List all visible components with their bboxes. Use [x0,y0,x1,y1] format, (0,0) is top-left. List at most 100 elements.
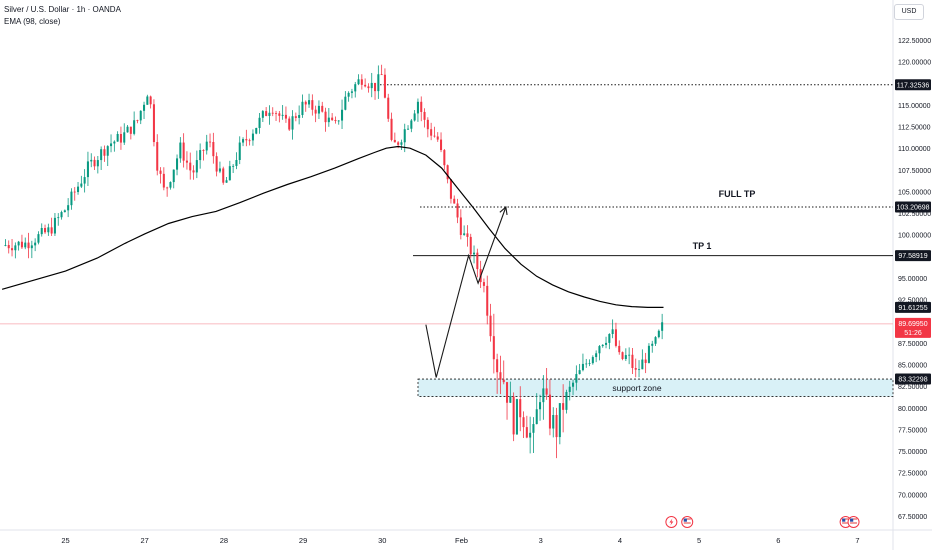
candle-up [624,355,627,360]
price-label-value: 89.69950 [898,321,927,328]
price-level-label: 103.20698 [895,201,931,213]
support-zone-box[interactable] [417,378,894,397]
price-level-label: 97.58919 [895,250,931,262]
candle-up [628,354,631,356]
candle-up [268,112,271,116]
candle-down [222,168,225,183]
candle-down [456,203,459,218]
projection-path[interactable] [425,206,507,378]
y-tick-label: 67.50000 [898,514,927,521]
countdown-label: 51:26 [904,330,922,337]
candle-up [641,359,644,370]
candle-down [476,252,479,270]
current-price-label: 89.69950 51:26 [895,317,931,338]
candle-up [232,165,235,167]
indicator-label[interactable]: EMA (98, close) [4,17,61,26]
y-tick-label: 102.50000 [898,211,931,218]
x-axis[interactable]: 2527282930Feb345678 [61,536,932,545]
candle-up [70,191,73,206]
candle-up [347,92,350,97]
candle-up [179,142,182,159]
candle-up [126,126,129,133]
candle-up [572,382,575,387]
candle-up [661,322,664,331]
candle-down [380,74,383,76]
ema-line[interactable] [1,145,664,308]
candle-down [152,104,155,143]
candle-up [585,363,588,365]
candle-up [238,142,241,160]
candles [4,64,664,459]
candle-up [591,357,594,364]
candle-up [195,160,198,173]
price-label-bg [895,201,931,213]
candle-up [529,432,532,438]
candle-down [275,113,278,115]
candle-up [291,116,294,130]
candle-down [634,367,637,370]
candle-down [466,233,469,237]
candle-down [545,388,548,395]
candle-up [218,168,221,172]
candle-up [611,329,614,335]
candle-up [169,182,172,188]
candle-up [357,79,360,85]
candle-down [449,179,452,199]
candle-down [314,109,317,114]
candle-up [301,101,304,116]
candle-down [288,118,291,130]
full-tp-label: FULL TP [719,189,756,199]
us-flag-event-icon[interactable] [847,516,860,528]
candle-up [344,96,347,110]
candle-down [192,170,195,173]
candle-up [146,96,149,105]
candle-up [57,217,60,219]
candle-down [631,354,634,368]
y-tick-label: 120.00000 [898,60,931,67]
candle-up [17,241,20,246]
candle-down [433,135,436,137]
candle-down [182,142,185,161]
candle-up [539,402,542,410]
candle-up [60,212,63,218]
candle-down [44,228,47,233]
candle-down [506,382,509,403]
candle-up [47,227,50,233]
candle-down [7,245,10,249]
price-label-bg [895,250,931,262]
price-label-bg [895,79,931,91]
x-tick-label: 28 [220,536,228,545]
candle-up [34,242,37,246]
candle-up [67,205,70,211]
y-axis[interactable]: 122.50000120.00000117.50000115.00000112.… [898,38,931,521]
symbol-title[interactable]: Silver / U.S. Dollar · 1h · OANDA [4,5,121,14]
us-flag-event-icon[interactable] [681,516,694,528]
y-tick-label: 75.00000 [898,449,927,456]
candle-up [199,150,202,161]
candle-up [83,177,86,184]
candle-up [261,111,264,118]
candle-up [308,100,311,105]
x-tick-label: 27 [141,536,149,545]
currency-button[interactable]: USD [894,4,924,20]
candle-up [337,120,340,122]
candle-down [525,427,528,438]
y-tick-label: 112.50000 [898,125,931,132]
candle-up [281,114,284,116]
candle-down [149,96,152,105]
candle-up [552,414,555,429]
candle-up [24,242,27,248]
candle-down [331,117,334,121]
candle-up [30,245,33,249]
candle-down [119,133,122,143]
x-tick-label: 7 [855,536,859,545]
lightning-event-icon[interactable] [665,516,678,528]
candle-down [492,336,495,360]
candle-down [548,394,551,429]
x-tick-label: 30 [378,536,386,545]
candle-up [350,91,353,93]
candle-up [37,234,40,243]
candle-down [334,120,337,122]
